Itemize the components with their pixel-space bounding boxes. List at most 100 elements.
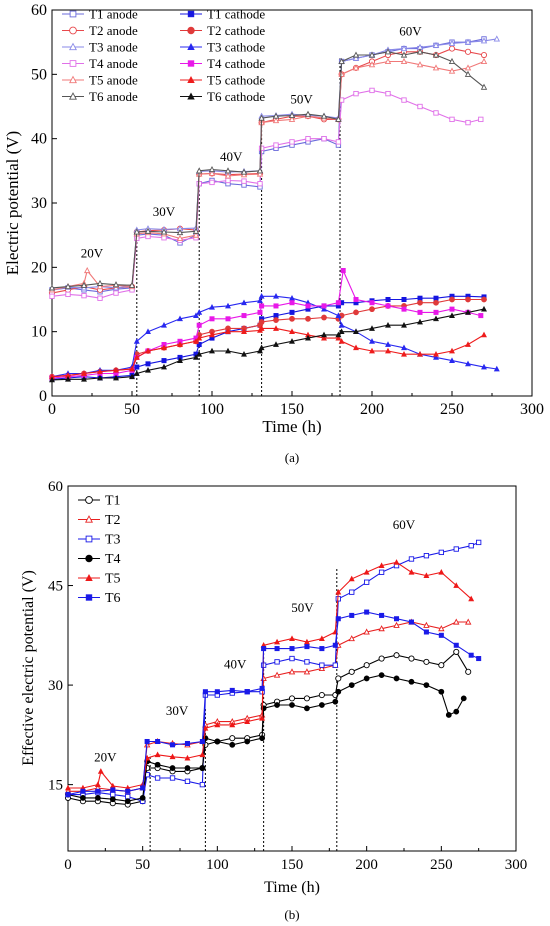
legend-marker: [187, 60, 195, 67]
voltage-annotation: 40V: [220, 149, 243, 164]
data-point: [154, 761, 161, 768]
data-point: [274, 638, 281, 645]
x-axis-label-a: Time (h): [262, 417, 321, 436]
data-point: [364, 579, 370, 585]
data-point: [438, 662, 445, 669]
series-t4-anode: [49, 87, 484, 301]
data-point: [385, 341, 391, 347]
data-point: [94, 795, 101, 801]
y-axis-label-b: Effective electric potential (V): [20, 570, 37, 766]
data-point: [193, 338, 199, 344]
data-point: [335, 331, 342, 338]
data-point: [289, 309, 295, 315]
data-point: [335, 312, 342, 318]
data-point: [133, 354, 140, 360]
data-point: [369, 300, 375, 306]
data-point: [449, 296, 455, 303]
data-point: [385, 347, 391, 354]
data-point: [97, 295, 103, 301]
legend-marker: [85, 573, 93, 582]
data-point: [352, 54, 360, 61]
voltage-annotation: 20V: [94, 749, 117, 764]
data-point: [305, 334, 311, 341]
data-point: [224, 172, 232, 179]
legend-item: T6 cathode: [180, 89, 265, 104]
voltage-annotation: 60V: [399, 24, 422, 39]
panel-label-b: (b): [284, 907, 299, 922]
data-point: [332, 642, 338, 648]
data-point: [335, 139, 342, 145]
data-point: [401, 344, 407, 351]
data-point: [432, 51, 440, 58]
data-point: [145, 367, 151, 373]
legend-marker: [187, 26, 195, 35]
data-point: [272, 112, 280, 119]
legend-label: T3 anode: [89, 40, 138, 55]
legend-item: T2 cathode: [180, 23, 265, 38]
data-point: [144, 772, 150, 778]
data-point: [169, 765, 176, 771]
data-point: [48, 284, 56, 291]
series-line: [67, 651, 469, 806]
series-line: [68, 541, 479, 802]
data-point: [352, 64, 360, 71]
x-tick-label: 0: [48, 401, 56, 418]
data-point: [113, 374, 119, 381]
data-point: [384, 57, 392, 64]
data-point: [338, 328, 345, 335]
data-point: [321, 305, 327, 312]
data-point: [49, 293, 55, 299]
data-point: [319, 662, 325, 668]
data-point: [369, 87, 375, 94]
legend-label: T2 anode: [89, 23, 138, 38]
data-point: [423, 629, 429, 635]
legend-marker: [69, 75, 77, 84]
data-point: [364, 609, 370, 615]
data-point: [393, 621, 400, 628]
legend-item: T5: [78, 572, 121, 587]
data-point: [449, 116, 455, 123]
data-point: [348, 575, 355, 582]
voltage-annotation: 60V: [393, 517, 416, 532]
data-point: [261, 646, 267, 652]
legend-label: T3: [105, 533, 121, 548]
data-point: [161, 344, 167, 351]
data-point: [338, 321, 345, 328]
data-point: [241, 328, 247, 335]
data-point: [125, 788, 131, 794]
data-point: [408, 556, 415, 562]
y-tick-label: 0: [39, 388, 47, 405]
data-point: [184, 778, 191, 784]
data-point: [478, 313, 484, 319]
data-point: [393, 675, 400, 682]
data-point: [224, 167, 232, 174]
legend-item: T1: [78, 494, 121, 509]
y-tick-label: 40: [31, 131, 47, 148]
data-point: [368, 51, 376, 58]
data-point: [363, 569, 370, 575]
series-line: [67, 611, 479, 796]
axes-b: 0 50 100 150 200 250 300 15 30 45 60: [48, 479, 527, 873]
data-point: [335, 688, 342, 695]
y-tick-label: 15: [48, 778, 63, 794]
data-point: [353, 90, 359, 97]
data-point: [449, 357, 455, 363]
data-point: [258, 293, 265, 299]
data-point: [209, 331, 215, 338]
data-point: [209, 179, 215, 186]
data-point: [129, 373, 135, 380]
data-point: [289, 139, 295, 145]
data-point: [378, 569, 385, 575]
data-point: [379, 612, 385, 618]
x-tick-label: 150: [280, 401, 304, 418]
data-point: [257, 297, 263, 304]
data-point: [408, 655, 415, 662]
legend-marker: [69, 10, 77, 18]
data-point: [81, 292, 87, 299]
data-point: [304, 705, 310, 712]
data-point: [259, 715, 266, 721]
data-point: [257, 309, 263, 315]
legend-item: T4 cathode: [180, 56, 265, 71]
data-point: [225, 316, 231, 322]
data-point: [363, 675, 370, 682]
